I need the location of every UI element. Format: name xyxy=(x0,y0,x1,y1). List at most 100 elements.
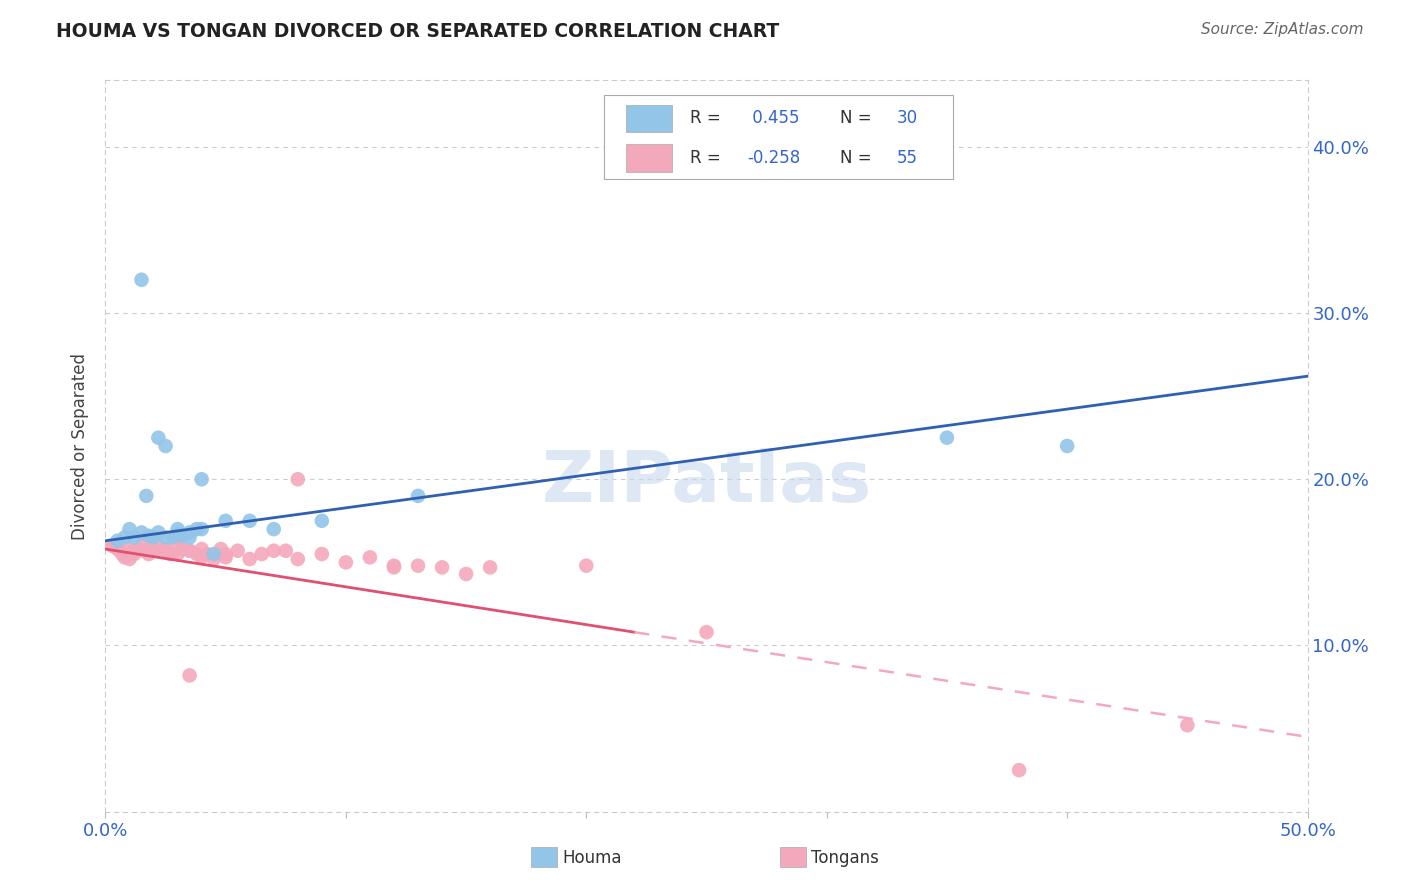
Point xyxy=(311,547,333,561)
Point xyxy=(1175,718,1198,732)
Text: 0.455: 0.455 xyxy=(748,110,800,128)
Point xyxy=(190,550,212,565)
Point xyxy=(138,542,160,557)
Text: R =: R = xyxy=(690,110,725,128)
Point xyxy=(166,539,188,553)
Text: 30: 30 xyxy=(897,110,918,128)
Point xyxy=(124,543,146,558)
FancyBboxPatch shape xyxy=(605,95,953,179)
Text: -0.258: -0.258 xyxy=(748,149,800,167)
Point xyxy=(214,547,236,561)
Point xyxy=(209,542,232,557)
Text: HOUMA VS TONGAN DIVORCED OR SEPARATED CORRELATION CHART: HOUMA VS TONGAN DIVORCED OR SEPARATED CO… xyxy=(56,22,779,41)
Point xyxy=(214,550,236,565)
Point xyxy=(190,542,212,557)
Point xyxy=(214,514,236,528)
Point xyxy=(479,560,502,574)
Text: Source: ZipAtlas.com: Source: ZipAtlas.com xyxy=(1201,22,1364,37)
Point xyxy=(202,547,225,561)
Point xyxy=(1008,763,1031,777)
Point xyxy=(142,530,165,544)
Point xyxy=(166,527,188,541)
Point xyxy=(124,547,146,561)
Point xyxy=(179,543,201,558)
Text: N =: N = xyxy=(839,110,877,128)
Point xyxy=(406,489,429,503)
Point xyxy=(114,550,136,565)
Text: Tongans: Tongans xyxy=(811,849,879,867)
Point xyxy=(382,558,405,573)
Point xyxy=(162,530,184,544)
Point xyxy=(382,560,405,574)
Point xyxy=(148,539,170,553)
Point xyxy=(195,547,218,561)
Point xyxy=(138,547,160,561)
Point xyxy=(148,431,170,445)
Point xyxy=(148,525,170,540)
Point xyxy=(114,530,136,544)
Text: ZIPatlas: ZIPatlas xyxy=(541,448,872,517)
Point xyxy=(101,539,124,553)
Point xyxy=(172,529,194,543)
Point xyxy=(131,525,153,540)
Point xyxy=(155,542,177,557)
Point xyxy=(263,543,285,558)
Point xyxy=(263,522,285,536)
Point xyxy=(430,560,453,574)
Point xyxy=(186,547,208,561)
Point xyxy=(118,552,141,566)
Point xyxy=(696,625,718,640)
Text: N =: N = xyxy=(839,149,877,167)
Point xyxy=(138,529,160,543)
Point xyxy=(111,547,134,561)
Point xyxy=(155,543,177,558)
Point xyxy=(166,547,188,561)
Y-axis label: Divorced or Separated: Divorced or Separated xyxy=(72,352,90,540)
Point xyxy=(406,558,429,573)
Point xyxy=(186,522,208,536)
Point xyxy=(166,522,188,536)
Bar xyxy=(626,145,672,172)
Point xyxy=(155,439,177,453)
Point xyxy=(335,555,357,569)
Point xyxy=(132,543,155,558)
Point xyxy=(287,472,309,486)
Point xyxy=(202,552,225,566)
Point xyxy=(1056,439,1078,453)
Point xyxy=(239,552,262,566)
Point xyxy=(179,543,201,558)
Bar xyxy=(626,104,672,132)
Point xyxy=(359,550,381,565)
Point xyxy=(124,530,146,544)
Point xyxy=(179,668,201,682)
Point xyxy=(131,539,153,553)
Point xyxy=(179,525,201,540)
Point xyxy=(190,472,212,486)
Point xyxy=(172,542,194,557)
Point xyxy=(135,489,157,503)
Point xyxy=(101,539,124,553)
Point xyxy=(142,543,165,558)
Point xyxy=(226,543,249,558)
Text: Houma: Houma xyxy=(562,849,621,867)
Point xyxy=(155,530,177,544)
Point xyxy=(115,542,138,557)
Point xyxy=(179,530,201,544)
Point xyxy=(936,431,959,445)
Point xyxy=(311,514,333,528)
Point xyxy=(190,522,212,536)
Point xyxy=(107,542,129,557)
Text: 55: 55 xyxy=(897,149,918,167)
Point xyxy=(145,543,167,558)
Point xyxy=(107,533,129,548)
Point xyxy=(159,547,181,561)
Point xyxy=(108,543,131,558)
Point xyxy=(128,542,150,557)
Text: R =: R = xyxy=(690,149,725,167)
Point xyxy=(250,547,273,561)
Point xyxy=(131,273,153,287)
Point xyxy=(118,522,141,536)
Point xyxy=(274,543,297,558)
Point xyxy=(575,558,598,573)
Point xyxy=(239,514,262,528)
